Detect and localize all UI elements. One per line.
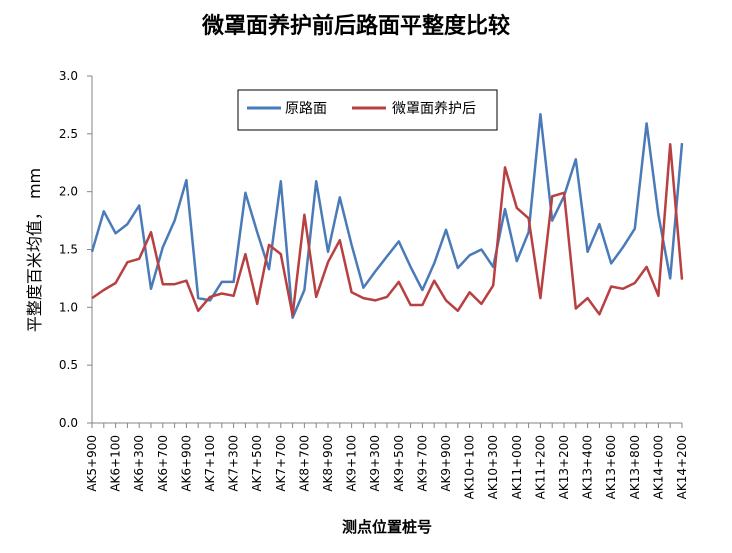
x-tick-label: AK7+300 (227, 435, 241, 492)
x-tick-label: AK9+700 (415, 435, 429, 492)
y-tick-label: 2.5 (59, 127, 78, 141)
x-tick-label: AK5+900 (85, 435, 99, 492)
x-tick-label: AK10+300 (486, 435, 500, 499)
x-tick-label: AK7+100 (203, 435, 217, 492)
x-tick-label: AK13+400 (581, 435, 595, 499)
x-tick-label: AK6+100 (109, 435, 123, 492)
y-tick-label: 2.0 (59, 185, 78, 199)
chart-title: 微罩面养护前后路面平整度比较 (201, 13, 510, 39)
x-tick-label: AK6+700 (156, 435, 170, 492)
x-tick-label: AK9+500 (392, 435, 406, 492)
x-tick-label: AK14+000 (651, 435, 665, 499)
x-tick-label: AK6+900 (179, 435, 193, 492)
x-tick-label: AK7+700 (274, 435, 288, 492)
series-line-2 (91, 142, 684, 317)
x-tick-label: AK14+200 (675, 435, 689, 499)
x-tick-label: AK13+200 (557, 435, 571, 499)
x-tick-label: AK6+300 (132, 435, 146, 492)
y-tick-label: 1.5 (59, 243, 78, 257)
x-tick-label: AK11+000 (510, 435, 524, 499)
x-tick-label: AK9+900 (439, 435, 453, 492)
legend-label-1: 原路面 (285, 101, 327, 117)
x-tick-label: AK8+900 (321, 435, 335, 492)
y-tick-label: 0.0 (59, 416, 78, 430)
x-tick-label: AK10+100 (463, 435, 477, 499)
x-tick-label: AK13+600 (604, 435, 618, 499)
legend-box (237, 89, 498, 131)
x-tick-label: AK7+500 (250, 435, 264, 492)
x-tick-label: AK9+300 (368, 435, 382, 492)
x-axis-label: 测点位置桩号 (342, 518, 432, 536)
y-tick-label: 0.5 (59, 358, 78, 372)
y-axis-label: 平整度百米均值， mm (25, 168, 44, 332)
x-tick-label: AK13+800 (628, 435, 642, 499)
x-tick-label: AK9+100 (345, 435, 359, 492)
axes: 0.0 0.5 1.0 1.5 2.0 2.5 3.0 AK5+900 AK6+100 AK6+3… (59, 69, 689, 499)
legend-label-2: 微罩面养护后 (392, 101, 476, 117)
legend: 原路面 微罩面养护后 (237, 89, 498, 131)
series-layer (90, 112, 684, 319)
series-line-1 (90, 112, 684, 319)
y-tick-label: 1.0 (59, 300, 78, 314)
x-tick-label: AK11+200 (533, 435, 547, 499)
x-tick-label: AK8+700 (297, 435, 311, 492)
y-tick-label: 3.0 (59, 69, 78, 83)
